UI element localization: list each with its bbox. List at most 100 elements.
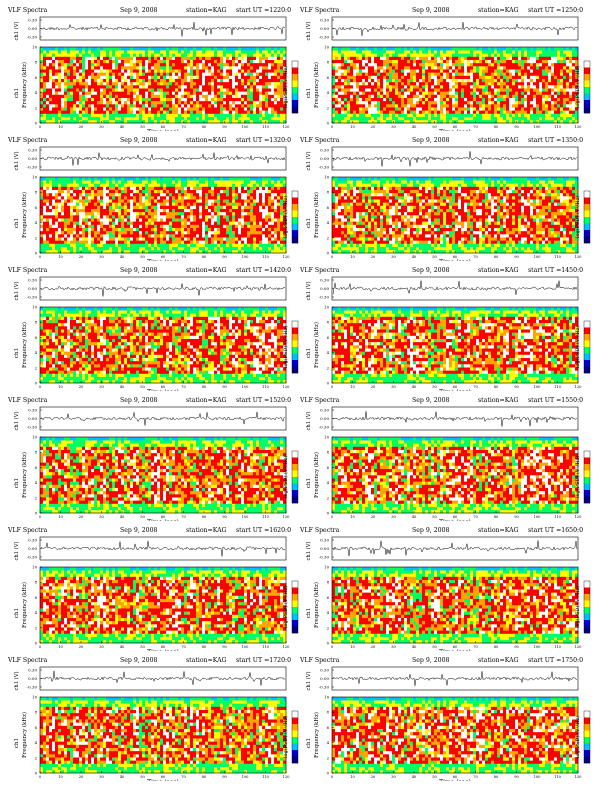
spectrogram-cell	[73, 97, 77, 102]
spectrogram-cell	[518, 78, 522, 83]
spectrogram-cell	[163, 78, 167, 83]
spectrogram-cell	[196, 100, 200, 105]
spectrogram-cell	[145, 72, 149, 76]
spectrogram-cell	[389, 53, 393, 57]
spectrogram-cell	[151, 192, 155, 197]
spectrogram-cell	[73, 50, 77, 54]
spectrogram-cell	[431, 113, 435, 117]
spectrogram-cell	[545, 94, 549, 98]
spectrogram-cell	[121, 78, 125, 83]
spectrogram-cell	[500, 59, 504, 64]
spectrogram-cell	[383, 59, 387, 64]
spectrogram-cell	[455, 97, 459, 102]
spectrogram-cell	[199, 72, 203, 76]
spectrogram-cell	[335, 100, 339, 105]
spectrogram-cell	[106, 50, 110, 54]
spectrogram-cell	[377, 53, 381, 57]
spectrogram-cell	[46, 91, 50, 95]
spectrogram-cell	[148, 85, 152, 89]
spectrogram-cell	[127, 107, 131, 111]
spectrogram-cell	[533, 75, 537, 79]
spectrogram-cell	[545, 91, 549, 95]
spectrogram-cell	[380, 94, 384, 98]
x-tick-label: 120	[283, 125, 291, 129]
spectrogram-cell	[563, 107, 567, 111]
spectrogram-cell	[353, 85, 357, 89]
spectrogram-cell	[70, 183, 74, 187]
spectrogram-cell	[283, 62, 287, 67]
spectrogram-cell	[554, 78, 558, 83]
spectrogram-cell	[386, 56, 390, 60]
spectrogram-cell	[253, 104, 257, 108]
spectrogram-cell	[106, 59, 110, 64]
spectrogram-cell	[97, 227, 101, 232]
spectrogram-cell	[241, 53, 245, 57]
spectrogram-cell	[283, 116, 287, 121]
spectrogram-cell	[61, 85, 65, 89]
spectrogram-cell	[193, 56, 197, 60]
spectrogram-cell	[374, 116, 378, 121]
spectrogram-cell	[106, 202, 110, 206]
spectrogram-cell	[449, 116, 453, 121]
spectrogram-cell	[94, 243, 98, 247]
spectrogram-cell	[61, 215, 65, 219]
spectrogram-cell	[344, 69, 348, 73]
spectrogram-cell	[79, 221, 83, 225]
spectrogram-cell	[154, 88, 158, 92]
spectrogram-cell	[455, 91, 459, 95]
spectrogram-cell	[464, 110, 468, 114]
spectrogram-cell	[154, 100, 158, 105]
spectrogram-cell	[347, 53, 351, 57]
spectrogram-cell	[232, 107, 236, 111]
spectrogram-cell	[118, 85, 122, 89]
spectrogram-cell	[202, 59, 206, 64]
spectrogram-cell	[265, 97, 269, 102]
x-tick-label: 90	[222, 125, 227, 129]
spectrogram-cell	[503, 75, 507, 79]
spectrogram-cell	[506, 81, 510, 86]
spectrogram-cell	[94, 221, 98, 225]
spectrogram-cell	[79, 53, 83, 57]
spectrogram-cell	[380, 69, 384, 73]
spectrogram-cell	[575, 72, 579, 76]
spectrogram-cell	[55, 224, 59, 228]
spectrogram-cell	[335, 75, 339, 79]
spectrogram-cell	[124, 237, 128, 241]
spectrogram-cell	[268, 113, 272, 117]
spectrogram-cell	[503, 53, 507, 57]
spectrogram-cell	[506, 97, 510, 102]
spectrogram-cell	[67, 230, 71, 235]
spectrogram-cell	[181, 116, 185, 121]
spectrogram-cell	[145, 205, 149, 209]
spectrogram-cell	[79, 69, 83, 73]
spectrogram-cell	[97, 192, 101, 197]
spectrogram-cell	[58, 177, 62, 181]
spectrogram-cell	[148, 81, 152, 86]
spectrogram-cell	[271, 75, 275, 79]
spectrogram-cell	[274, 47, 278, 51]
spectrogram-cell	[491, 116, 495, 121]
spectrogram-cell	[524, 116, 528, 121]
spectrogram-cell	[133, 78, 137, 83]
spectrogram-cell	[488, 56, 492, 60]
spectrogram-cell	[461, 110, 465, 114]
spectrogram-cell	[368, 56, 372, 60]
spectrogram-cell	[557, 59, 561, 64]
spectrogram-cell	[130, 119, 134, 124]
spectrogram-cell	[55, 59, 59, 64]
spectrogram-cell	[335, 113, 339, 117]
spectrogram-cell	[368, 53, 372, 57]
spectrogram-cell	[425, 119, 429, 124]
spectrogram-cell	[365, 119, 369, 124]
spectrogram-cell	[449, 88, 453, 92]
spectrogram-cell	[482, 85, 486, 89]
spectrogram-cell	[539, 97, 543, 102]
spectrogram-cell	[268, 116, 272, 121]
spectrogram-cell	[557, 75, 561, 79]
spectrogram-cell	[121, 180, 125, 184]
spectrogram-cell	[527, 116, 531, 121]
spectrogram-cell	[362, 85, 366, 89]
spectrogram-cell	[350, 59, 354, 64]
spectrogram-cell	[214, 47, 218, 51]
spectrogram-cell	[527, 91, 531, 95]
